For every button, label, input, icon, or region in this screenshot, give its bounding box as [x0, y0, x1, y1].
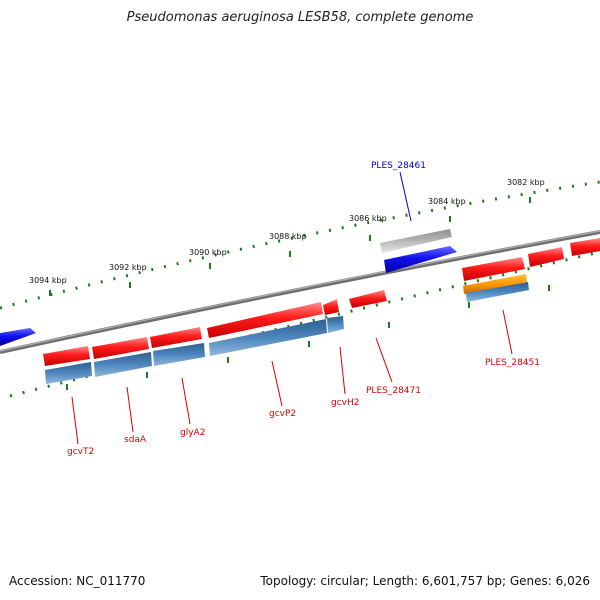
gene-arrow-blue-left[interactable] — [0, 328, 36, 346]
inner-tick-ring — [9, 250, 600, 398]
gene-label-gcvt2: gcvT2 — [67, 447, 94, 457]
scale-label: 3084 kbp — [428, 197, 466, 206]
gene-label-ples28461: PLES_28461 — [371, 161, 426, 171]
topology-text: Topology: circular; Length: 6,601,757 bp… — [260, 574, 590, 588]
gene-arrow-red-gcvh2[interactable] — [323, 299, 339, 315]
gene-arrow-red[interactable] — [570, 238, 600, 256]
gene-bar-orange[interactable] — [463, 274, 527, 294]
inner-major-ticks — [66, 285, 550, 390]
gene-bar-steel[interactable] — [327, 316, 344, 333]
gene-arrow-red[interactable] — [528, 247, 564, 267]
map-title: Pseudomonas aeruginosa LESB58, complete … — [126, 10, 474, 25]
gene-arrow-red[interactable] — [462, 257, 525, 281]
gene-label-gcvh2: gcvH2 — [331, 398, 359, 408]
gene-label-glya2: glyA2 — [180, 428, 205, 438]
gene-arrow-blue-ples28461[interactable] — [384, 246, 457, 273]
gene-label-gcvp2: gcvP2 — [269, 409, 296, 419]
gene-arrow-red-glya2[interactable] — [150, 327, 202, 348]
gene-bar-steel[interactable] — [466, 282, 529, 302]
label-leaders — [71, 309, 513, 445]
gene-bar-steel[interactable] — [94, 352, 152, 377]
gene-bar-steel[interactable] — [209, 319, 327, 356]
gene-arrow-red-sdaa[interactable] — [92, 337, 149, 359]
scale-label: 3090 kbp — [189, 248, 227, 257]
label-leader-blue — [399, 171, 412, 222]
outer-major-ticks — [49, 197, 531, 296]
accession-text: Accession: NC_011770 — [9, 574, 146, 588]
genome-backbone — [0, 230, 600, 354]
scale-label: 3082 kbp — [507, 178, 545, 187]
gene-bar-steel[interactable] — [45, 362, 92, 384]
gene-label-sdaa: sdaA — [124, 435, 147, 445]
gene-label-ples28451: PLES_28451 — [485, 358, 540, 368]
scale-label: 3092 kbp — [109, 263, 147, 272]
gene-arrow-red-ples28471[interactable] — [349, 290, 387, 308]
scale-label: 3094 kbp — [29, 276, 67, 285]
gene-label-ples28471: PLES_28471 — [366, 386, 421, 396]
scale-label: 3088 kbp — [269, 232, 307, 241]
gene-arrow-red-gcvt2[interactable] — [43, 346, 90, 366]
gene-arrow-red-gcvp2[interactable] — [207, 302, 323, 338]
gene-arrow-gray[interactable] — [380, 229, 452, 253]
gene-bar-steel[interactable] — [153, 343, 205, 366]
scale-label: 3086 kbp — [349, 214, 387, 223]
